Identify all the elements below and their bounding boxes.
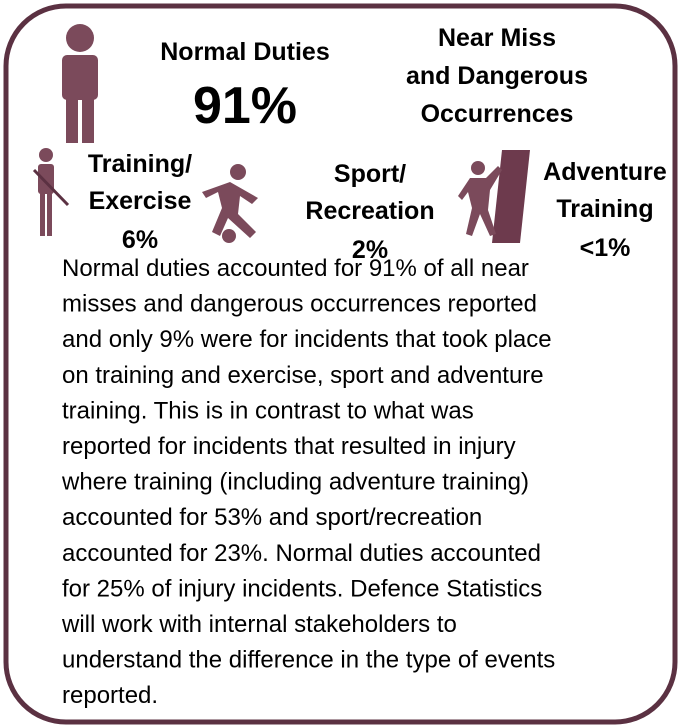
paragraph-line: misses and dangerous occurrences reporte… <box>62 291 537 318</box>
paragraph-line: reported for incidents that resulted in … <box>62 433 516 460</box>
paragraph-line: Normal duties accounted for 91% of all n… <box>62 255 529 282</box>
category-label: Training/ <box>88 150 192 178</box>
category-value: <1% <box>580 234 631 262</box>
title: Normal Duties <box>160 38 329 66</box>
soldier-icon <box>32 148 70 236</box>
paragraph-line: where training (including adventure trai… <box>61 469 529 496</box>
category-label: Sport/ <box>334 160 406 188</box>
frame <box>3 3 678 725</box>
category-value: 6% <box>122 226 158 254</box>
category-label: Recreation <box>305 197 434 225</box>
paragraph-line: for 25% of injury incidents. Defence Sta… <box>62 575 542 602</box>
category-value: 2% <box>352 236 388 264</box>
subtitle-line: Near Miss <box>438 24 556 52</box>
paragraph-line: accounted for 53% and sport/recreation <box>62 504 482 531</box>
paragraph-line: understand the difference in the type of… <box>62 647 555 674</box>
paragraph-line: and only 9% were for incidents that took… <box>62 326 552 353</box>
paragraph-line: reported. <box>62 682 158 709</box>
person-icon <box>62 24 98 143</box>
paragraph-line: accounted for 23%. Normal duties account… <box>62 540 541 567</box>
category-label: Exercise <box>89 187 192 215</box>
subtitle-line: Occurrences <box>421 100 574 128</box>
sport-icon <box>202 164 258 243</box>
climbing-icon <box>458 150 530 243</box>
category-label: Adventure <box>543 158 667 186</box>
paragraph-line: will work with internal stakeholders to <box>61 611 457 638</box>
category-label: Training <box>556 195 653 223</box>
subtitle-line: and Dangerous <box>406 62 588 90</box>
paragraph-line: on training and exercise, sport and adve… <box>62 362 544 389</box>
paragraph-line: training. This is in contrast to what wa… <box>62 397 474 424</box>
headline-value: 91% <box>193 77 297 135</box>
